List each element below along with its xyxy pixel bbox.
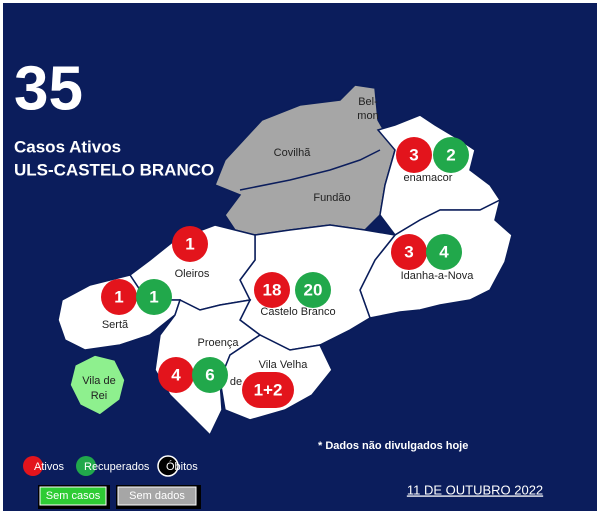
count: 1	[185, 234, 194, 253]
count: 1	[149, 287, 158, 306]
legend-label: Sem dados	[129, 490, 185, 502]
region-name: Rei	[91, 390, 108, 402]
count: 3	[409, 145, 418, 164]
region-name: Covilhã	[274, 147, 312, 159]
region-name: de	[230, 376, 242, 388]
total: 35	[14, 54, 83, 123]
region-name: enamacor	[404, 172, 453, 184]
region-name: Vila Velha	[259, 359, 309, 371]
fragment: mon	[357, 110, 378, 122]
count-badge	[192, 357, 228, 393]
count: 6	[205, 365, 214, 384]
region-name: Castelo Branco	[260, 306, 335, 318]
region-vila-de-rei	[69, 354, 126, 416]
region-name: Vila de	[82, 375, 115, 387]
legend-dot	[23, 456, 43, 476]
region-name: Proença	[198, 337, 240, 349]
count-badge	[254, 272, 290, 308]
counts: 3 2 3 4 18 20 1 1 1 4 6 1+2	[101, 137, 469, 408]
legend-label: Ativos	[34, 461, 64, 473]
count-badge	[396, 137, 432, 173]
legend-dot	[76, 456, 96, 476]
count: 4	[439, 242, 449, 261]
legend-dot	[157, 455, 179, 477]
count-badge	[391, 234, 427, 270]
region: ULS-CASTELO BRANCO	[14, 160, 214, 179]
count-badge	[136, 279, 172, 315]
legend-label: Recuperados	[84, 461, 150, 473]
count-badge	[433, 137, 469, 173]
border	[239, 149, 381, 191]
count-badge	[295, 272, 331, 308]
count: 1+2	[254, 380, 283, 399]
count-badge	[158, 357, 194, 393]
label: Casos Ativos	[14, 137, 121, 156]
count-badge	[101, 279, 137, 315]
region-name: Oleiros	[175, 268, 210, 280]
count: 2	[446, 145, 455, 164]
legend-label: Sem casos	[46, 490, 101, 502]
count-badge	[172, 226, 208, 262]
count: 18	[263, 280, 282, 299]
region-name: Sertã	[102, 319, 129, 331]
date: 11 DE OUTUBRO 2022	[407, 482, 543, 497]
legend-label: Óbitos	[166, 460, 198, 473]
count: 20	[304, 280, 323, 299]
note: * Dados não divulgados hoje	[318, 440, 468, 452]
count: 4	[171, 365, 181, 384]
legend-box	[117, 486, 197, 506]
fragment: Bel-	[358, 96, 378, 108]
count: 1	[114, 287, 123, 306]
region-name: Fundão	[313, 192, 350, 204]
count-badge	[426, 234, 462, 270]
count: 3	[404, 242, 413, 261]
count-badge	[242, 372, 294, 408]
legend-box	[39, 486, 107, 506]
region-name: Idanha-a-Nova	[401, 270, 475, 282]
